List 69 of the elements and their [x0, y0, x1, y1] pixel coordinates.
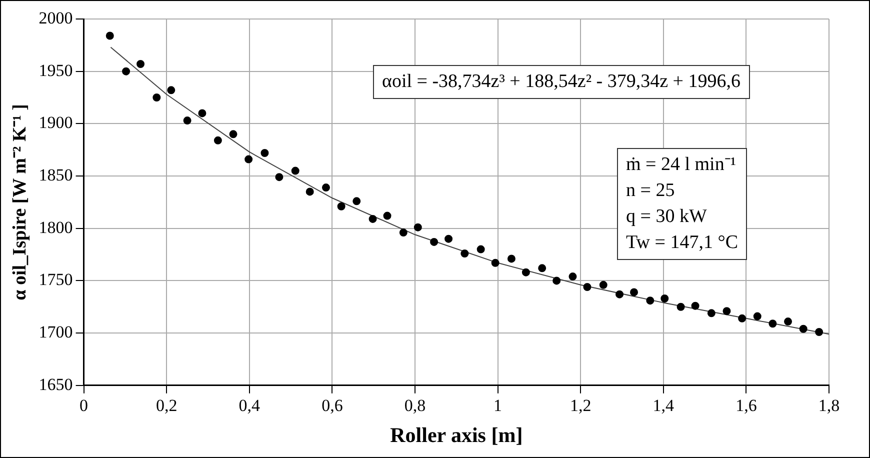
- x-tick-label: 1,2: [570, 396, 592, 416]
- y-tick-label: 1700: [38, 322, 73, 342]
- point: [491, 258, 500, 267]
- point: [660, 294, 669, 303]
- annotation: αoil = -38,734z³ + 188,54z² - 379,34z + 1996,6: [373, 65, 750, 99]
- point: [383, 212, 392, 220]
- point: [167, 86, 176, 94]
- point: [430, 238, 438, 246]
- point: [583, 282, 592, 291]
- y-tick-label: 1750: [38, 270, 73, 290]
- x-tick-label: 0,4: [238, 396, 261, 416]
- point: [538, 264, 546, 272]
- point: [722, 307, 731, 316]
- point: [630, 288, 638, 296]
- point: [460, 249, 469, 258]
- x-tick-label: 1,4: [652, 396, 675, 416]
- point: [291, 166, 300, 175]
- point: [322, 184, 330, 192]
- x-tick-label: 0: [80, 396, 88, 416]
- point: [707, 309, 716, 318]
- point: [691, 302, 700, 310]
- point: [260, 149, 269, 157]
- point: [616, 290, 624, 298]
- x-tick-label: 0,6: [322, 396, 343, 416]
- point: [815, 328, 824, 336]
- point: [476, 245, 485, 254]
- point: [784, 318, 792, 326]
- x-axis-title: Roller axis [m]: [390, 422, 523, 447]
- point: [738, 314, 746, 322]
- point: [136, 60, 145, 68]
- point: [646, 296, 654, 305]
- point: [106, 32, 114, 40]
- point: [183, 116, 192, 125]
- point: [552, 276, 561, 285]
- point: [275, 173, 284, 182]
- point: [352, 197, 361, 206]
- point: [198, 109, 206, 118]
- point: [368, 214, 377, 223]
- point: [676, 302, 685, 311]
- y-tick-label: 1800: [38, 218, 73, 237]
- point: [306, 188, 314, 196]
- point: [599, 280, 608, 289]
- point: [152, 94, 161, 102]
- y-tick-label: 1850: [38, 165, 73, 184]
- point: [799, 324, 808, 333]
- point: [122, 67, 130, 76]
- point: [768, 320, 777, 328]
- point: [522, 268, 530, 276]
- y-tick-label: 2000: [38, 8, 73, 28]
- x-tick-label: 1: [494, 396, 502, 416]
- point: [337, 202, 346, 210]
- annotation: ṁ = 24 l min⁻¹ n = 25 q = 30 kW Tw = 147,1 °C: [617, 148, 747, 260]
- point: [399, 228, 408, 237]
- point: [568, 272, 577, 281]
- point: [414, 223, 422, 232]
- y-tick-label: 1650: [38, 374, 73, 394]
- point: [753, 312, 762, 320]
- x-tick-label: 0,2: [156, 396, 178, 416]
- point: [229, 130, 238, 138]
- x-tick-label: 1,8: [818, 396, 840, 416]
- y-tick-label: 1950: [38, 60, 73, 80]
- point: [214, 136, 222, 144]
- x-tick-label: 1,6: [736, 396, 757, 416]
- y-axis-title: α oil_Ispire [W m⁻² K⁻¹ ]: [9, 104, 30, 300]
- point: [444, 234, 453, 243]
- point: [244, 155, 253, 164]
- y-tick-label: 1900: [38, 113, 73, 132]
- point: [507, 254, 516, 263]
- x-tick-label: 0,8: [404, 396, 426, 416]
